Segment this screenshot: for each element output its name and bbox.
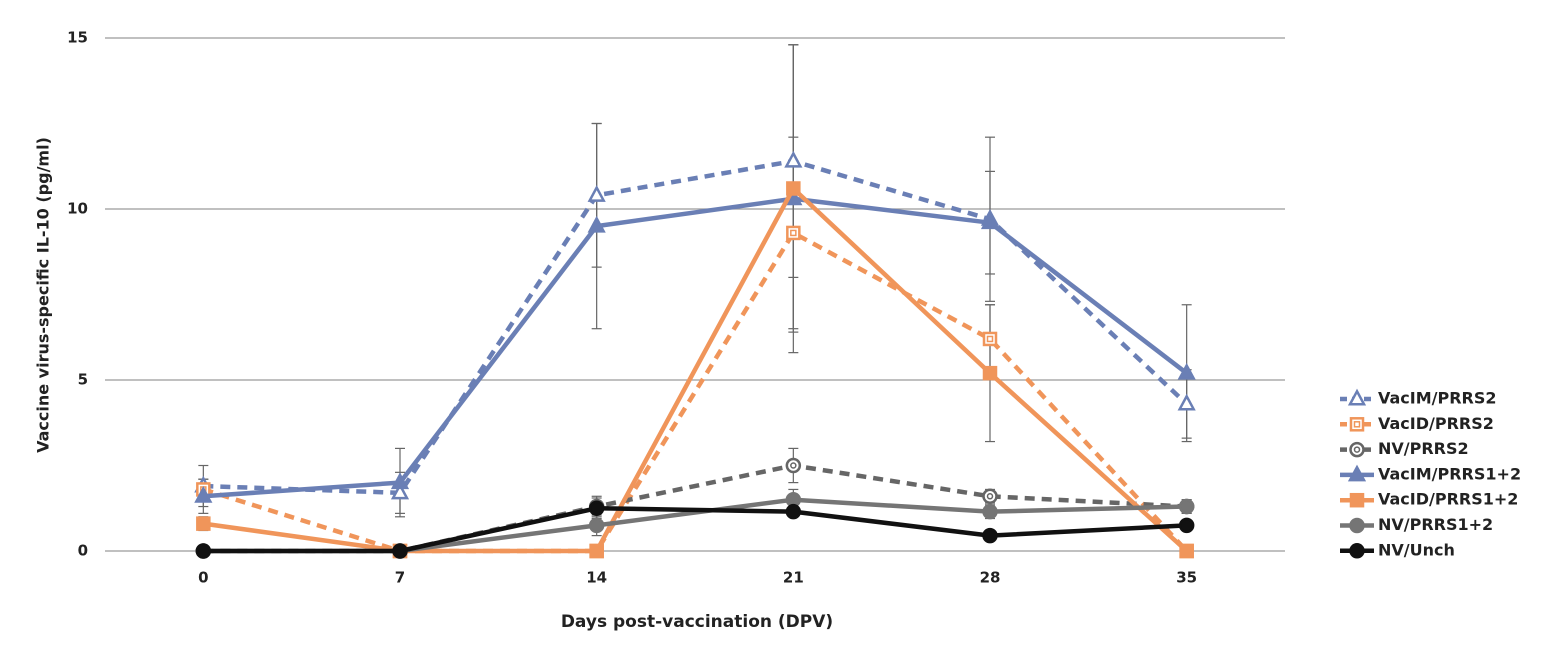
series-line [203,186,1189,554]
marker [1178,517,1195,534]
legend-entry: VacIM/PRRS2 [1340,389,1497,408]
legend-label: NV/PRRS1+2 [1378,515,1493,534]
marker [392,543,408,559]
marker [1349,517,1365,534]
marker [982,331,998,347]
marker [1347,388,1367,406]
legend-entry: VacID/PRRS1+2 [1340,490,1518,509]
marker [588,517,605,534]
marker [194,485,213,503]
legend-label: NV/PRRS2 [1378,439,1469,458]
legend-label: VacIM/PRRS2 [1378,389,1497,408]
marker [786,181,801,196]
x-tick-label: 7 [395,569,405,587]
marker [785,457,802,474]
x-tick-label: 28 [980,569,1001,587]
marker [1179,543,1194,559]
marker [1178,498,1195,515]
legend-entry: NV/PRRS2 [1340,439,1469,458]
marker [195,543,212,559]
marker [587,215,606,233]
marker-inner [986,335,994,343]
marker [982,365,998,381]
marker [980,212,1000,230]
marker-inner [790,229,797,237]
y-tick-label: 15 [67,29,88,47]
x-tick-label: 21 [783,569,804,587]
marker [982,488,998,505]
marker [588,500,605,516]
legend-entry: VacIM/PRRS1+2 [1340,464,1521,483]
marker [587,184,606,202]
y-axis-title: Vaccine virus-specific IL-10 (pg/ml) [34,137,53,453]
legend-entry: VacID/PRRS2 [1340,414,1494,433]
legend-entry: NV/Unch [1340,540,1455,559]
marker [1177,393,1196,411]
x-tick-label: 14 [586,569,607,587]
marker [390,482,410,500]
marker [589,543,604,559]
y-tick-label: 5 [78,371,88,389]
series-line [202,230,1189,554]
x-tick-label: 35 [1176,569,1197,587]
marker [982,503,998,520]
marker-inner [790,462,797,469]
legend-entry: NV/PRRS1+2 [1340,515,1493,534]
x-axis-title: Days post-vaccination (DPV) [561,612,833,632]
marker [1349,417,1365,432]
marker [786,225,801,241]
legend-label: VacID/PRRS1+2 [1378,490,1518,509]
marker [1349,492,1365,508]
legend-label: VacID/PRRS2 [1378,414,1494,433]
marker [784,150,803,168]
y-tick-label: 10 [67,200,88,218]
marker [785,503,802,520]
marker [1177,362,1196,380]
legend-label: NV/Unch [1378,540,1455,559]
marker [196,516,211,531]
marker [1347,464,1367,482]
legend-label: VacIM/PRRS1+2 [1378,464,1521,483]
marker-inner [986,493,994,500]
series-line [203,196,1189,499]
y-tick-label: 0 [78,542,88,560]
marker [982,527,998,544]
marker [1349,543,1365,559]
x-tick-label: 0 [198,569,208,587]
series-line [203,463,1187,554]
series-line [203,506,1187,554]
marker-inner [1353,421,1361,428]
marker-inner [1353,446,1361,453]
marker [1349,441,1365,458]
marker [390,472,410,490]
